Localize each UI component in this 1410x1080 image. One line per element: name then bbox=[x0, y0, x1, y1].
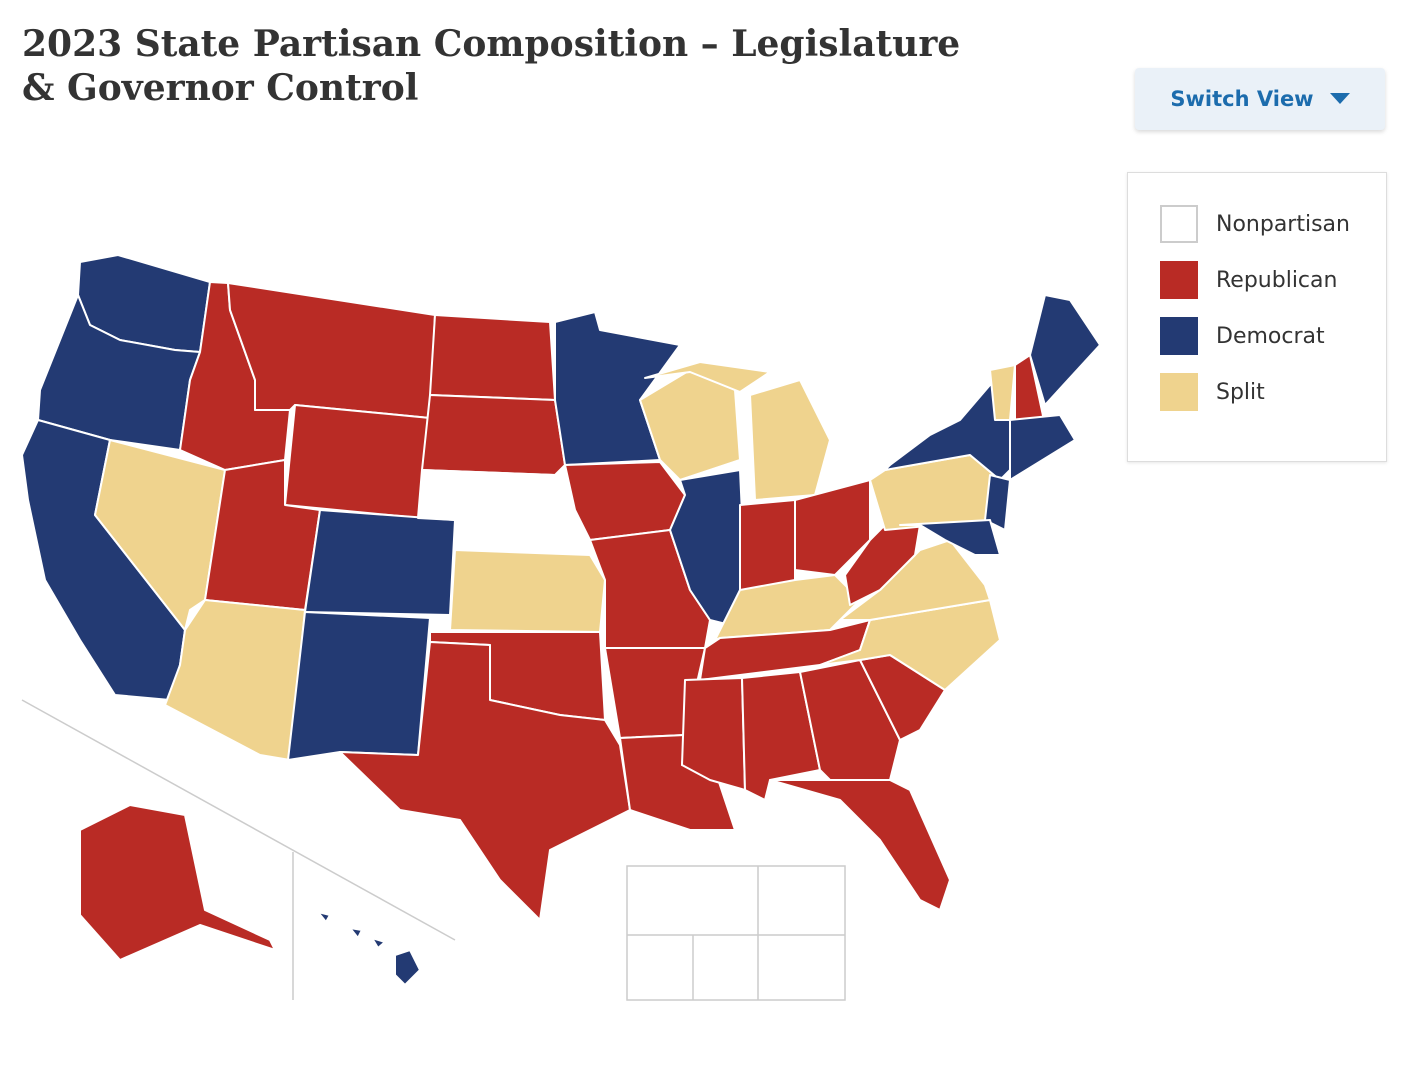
state[interactable] bbox=[749, 379, 831, 501]
state[interactable] bbox=[1009, 414, 1076, 481]
legend: Nonpartisan Republican Democrat Split bbox=[1127, 172, 1387, 462]
state[interactable] bbox=[769, 779, 951, 911]
state[interactable] bbox=[681, 677, 746, 791]
state[interactable] bbox=[794, 479, 871, 576]
state[interactable] bbox=[899, 519, 1001, 556]
state[interactable] bbox=[1029, 294, 1101, 406]
switch-view-button[interactable]: Switch View bbox=[1135, 68, 1385, 130]
state[interactable] bbox=[844, 509, 921, 606]
map bbox=[21, 254, 1101, 1001]
legend-label: Democrat bbox=[1216, 323, 1325, 349]
state[interactable] bbox=[394, 949, 421, 986]
legend-swatch bbox=[1160, 205, 1198, 243]
legend-item: Nonpartisan bbox=[1160, 205, 1350, 243]
legend-label: Republican bbox=[1216, 267, 1338, 293]
state[interactable] bbox=[284, 404, 431, 519]
legend-swatch bbox=[1160, 317, 1198, 355]
state[interactable] bbox=[644, 361, 771, 393]
legend-swatch bbox=[1160, 261, 1198, 299]
state[interactable] bbox=[449, 549, 606, 633]
state[interactable] bbox=[819, 599, 1001, 691]
title: 2023 State Partisan Composition – Legisl… bbox=[22, 23, 961, 109]
state[interactable] bbox=[79, 804, 276, 961]
state[interactable] bbox=[984, 474, 1011, 531]
state[interactable] bbox=[287, 611, 431, 761]
legend-swatch bbox=[1160, 373, 1198, 411]
state[interactable] bbox=[349, 927, 363, 939]
state[interactable] bbox=[429, 314, 556, 401]
switch-view-label[interactable]: Switch View bbox=[1170, 87, 1314, 111]
state[interactable] bbox=[564, 461, 686, 541]
state[interactable] bbox=[317, 911, 331, 923]
state[interactable] bbox=[339, 641, 631, 921]
legend-item: Democrat bbox=[1160, 317, 1325, 355]
state[interactable] bbox=[371, 937, 386, 949]
legend-label: Nonpartisan bbox=[1216, 211, 1350, 237]
state[interactable] bbox=[227, 282, 436, 419]
legend-item: Republican bbox=[1160, 261, 1337, 299]
state[interactable] bbox=[989, 364, 1016, 421]
dropdown-arrow[interactable] bbox=[1329, 93, 1350, 105]
legend-label: Split bbox=[1216, 379, 1265, 405]
state[interactable] bbox=[304, 509, 456, 616]
legend-item: Split bbox=[1160, 373, 1265, 411]
state[interactable] bbox=[421, 394, 566, 476]
